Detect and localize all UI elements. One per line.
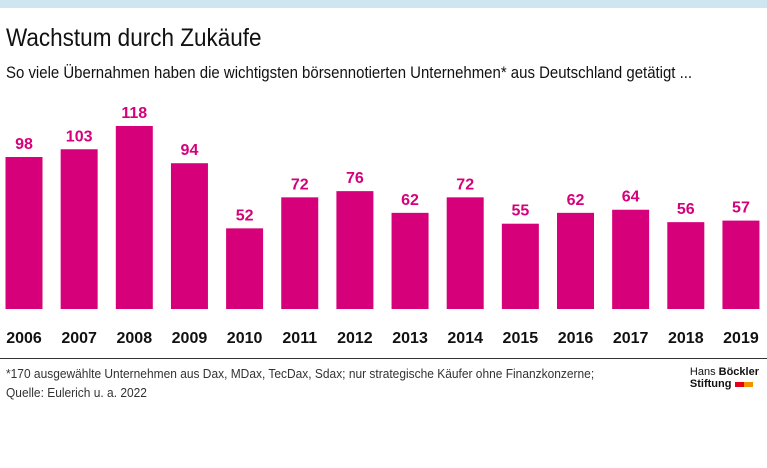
data-label: 52 xyxy=(236,207,254,224)
x-tick-label: 2012 xyxy=(337,330,373,347)
x-tick-label: 2011 xyxy=(282,330,317,347)
bar-2017 xyxy=(612,209,650,309)
logo-text: Stiftung xyxy=(689,378,732,390)
data-label: 94 xyxy=(181,142,199,159)
bar-chart: 98 2006 103 2007 118 2008 94 2009 52 2010 72 2011 76… xyxy=(5,105,760,347)
x-tick-label: 2019 xyxy=(723,330,759,347)
logo: Hans Böckler Stiftung xyxy=(690,366,759,390)
x-tick-label: 2009 xyxy=(172,330,208,347)
logo-mark xyxy=(734,381,744,387)
x-tick-label: 2014 xyxy=(447,330,483,347)
data-label: 62 xyxy=(567,192,585,209)
bar-2009 xyxy=(170,163,208,309)
bar-2012 xyxy=(336,191,374,309)
source: Quelle: Eulerich u. a. 2022 xyxy=(6,385,147,400)
data-label: 118 xyxy=(121,105,147,122)
footnote: *170 ausgewählte Unternehmen aus Dax, MD… xyxy=(6,366,595,381)
x-tick-label: 2018 xyxy=(668,330,704,347)
bar-2008 xyxy=(115,126,153,309)
bar-2018 xyxy=(667,222,705,309)
bar-2015 xyxy=(501,223,539,309)
bar-2014 xyxy=(446,197,484,309)
data-label: 72 xyxy=(456,176,474,193)
x-tick-label: 2015 xyxy=(503,330,539,347)
data-label: 76 xyxy=(346,170,364,187)
x-tick-label: 2007 xyxy=(61,330,97,347)
x-tick-label: 2006 xyxy=(6,330,42,347)
bar-2010 xyxy=(226,228,264,309)
x-tick-label: 2008 xyxy=(117,330,153,347)
data-label: 64 xyxy=(622,189,640,206)
data-label: 57 xyxy=(732,200,750,217)
x-tick-label: 2016 xyxy=(558,330,594,347)
bar-2007 xyxy=(60,149,98,309)
data-label: 103 xyxy=(66,128,93,145)
divider xyxy=(0,358,767,359)
chart-subtitle: So viele Übernahmen haben die wichtigste… xyxy=(6,63,693,82)
bar-2019 xyxy=(722,220,760,309)
x-tick-label: 2013 xyxy=(392,330,428,347)
data-label: 56 xyxy=(677,201,695,218)
logo-mark xyxy=(743,381,753,387)
bar-2011 xyxy=(281,197,319,309)
data-label: 62 xyxy=(401,192,419,209)
logo-text: Hans xyxy=(689,366,719,378)
data-label: 98 xyxy=(15,136,33,153)
x-tick-label: 2010 xyxy=(227,330,263,347)
data-label: 55 xyxy=(511,203,529,220)
bar-2016 xyxy=(557,212,594,309)
x-tick-label: 2017 xyxy=(613,330,649,347)
bar-2006 xyxy=(5,157,43,309)
top-bar xyxy=(0,0,767,8)
bar-2013 xyxy=(391,212,429,309)
data-label: 72 xyxy=(291,176,309,193)
chart-title: Wachstum durch Zukäufe xyxy=(6,24,262,52)
logo-text: Böckler xyxy=(718,366,759,378)
